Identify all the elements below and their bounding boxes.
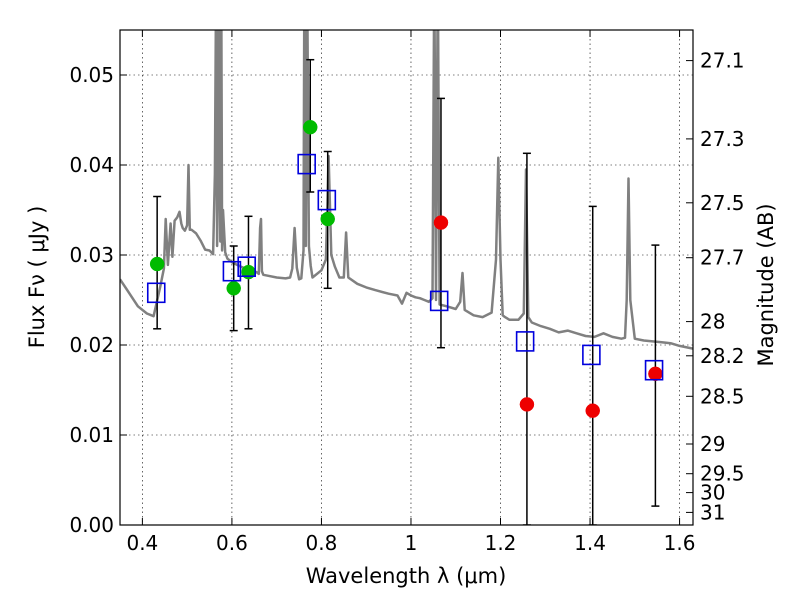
mag-tick-label: 27.3 (700, 127, 745, 151)
x-tick-label: 1.6 (664, 531, 696, 555)
mag-tick-label: 27.1 (700, 49, 745, 73)
model-photometry-square (317, 189, 337, 211)
grid-lines (120, 30, 693, 526)
x-tick-label: 0.6 (216, 531, 248, 555)
mag-tick-label: 30 (700, 481, 725, 505)
model-photometry-square (222, 260, 242, 282)
x-tick-label: 0.8 (306, 531, 338, 555)
mag-tick-label: 28.5 (700, 384, 745, 408)
right-axis-title: Magnitude (AB) (754, 203, 778, 366)
model-photometry-square (297, 153, 316, 175)
y-tick-label: 0.04 (69, 153, 114, 177)
y-tick-label: 0.01 (69, 423, 114, 447)
mag-tick-label: 31 (700, 500, 725, 524)
measured-point (303, 119, 318, 135)
measured-point (320, 211, 335, 227)
plot-area (120, 30, 693, 525)
model-photometry-square (429, 290, 449, 312)
model-photometry-square (515, 331, 535, 352)
x-tick-label: 1.2 (485, 531, 517, 555)
x-tick-label: 1.4 (574, 531, 606, 555)
x-axis-title: Wavelength λ (μm) (306, 564, 507, 588)
x-tick-label: 0.4 (126, 531, 158, 555)
y-tick-label: 0.05 (69, 63, 114, 87)
model-photometry-square (237, 256, 256, 278)
measured-point (519, 397, 535, 412)
measured-point (585, 403, 600, 418)
plot-frame (119, 29, 694, 526)
mag-tick-label: 28 (700, 310, 725, 334)
mag-tick-label: 29 (700, 432, 725, 456)
measured-point (433, 215, 449, 230)
mag-tick-label: 27.5 (700, 191, 745, 215)
model-spectrum-line (120, 30, 693, 350)
measured-point (149, 256, 165, 272)
mag-tick-label: 29.5 (700, 462, 745, 486)
measured-point (226, 281, 241, 296)
x-tick-label: 1 (405, 531, 418, 555)
model-photometry-square (582, 344, 601, 366)
y-tick-label: 0.03 (69, 243, 114, 267)
model-photometry-square (146, 282, 166, 304)
y-axis-title: Flux Fν ( μJy ) (25, 206, 49, 349)
model-photometry-square (644, 359, 664, 381)
measured-point (648, 366, 663, 382)
y-tick-label: 0.02 (69, 333, 114, 357)
y-tick-label: 0.00 (69, 513, 114, 537)
mag-tick-label: 27.7 (700, 246, 745, 270)
mag-tick-label: 28.2 (700, 344, 745, 368)
axis-ticks: 0.4 0.6 0.8 1 1.2 1.4 1.6 0.00 0.01 0.02 0.03 0.04 0… (69, 30, 745, 555)
